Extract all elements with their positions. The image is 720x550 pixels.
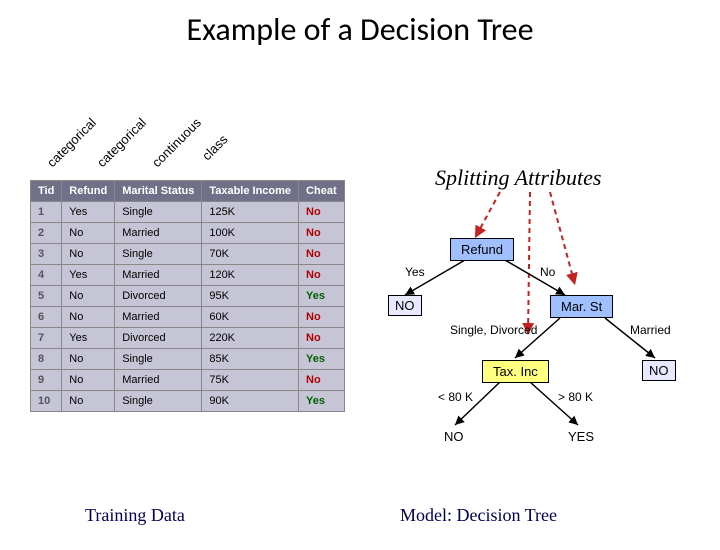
edge-yes: Yes [405,265,425,279]
table-cell: 4 [31,265,62,286]
training-data-table: TidRefundMarital StatusTaxable IncomeChe… [30,180,345,412]
table-cell: No [62,370,115,391]
table-cell: 10 [31,391,62,412]
table-cell: Single [115,391,202,412]
training-data-label: Training Data [85,505,185,526]
edge-no: No [540,265,555,279]
table-header: Refund [62,181,115,202]
leaf-no-2: NO [642,360,676,381]
table-cell: 75K [202,370,299,391]
node-marst: Mar. St [550,295,613,318]
model-label: Model: Decision Tree [400,505,557,526]
edge-married: Married [630,323,671,337]
table-cell: No [62,244,115,265]
table-cell: Married [115,223,202,244]
table-row: 5NoDivorced95KYes [31,286,345,307]
table-cell: 60K [202,307,299,328]
decision-tree: Refund Yes No NO Mar. St Single, Divorce… [310,210,710,500]
diag-label-2: continuous [149,115,204,170]
table-cell: Married [115,307,202,328]
table-cell: 95K [202,286,299,307]
table-cell: Married [115,370,202,391]
table-cell: Single [115,202,202,223]
table-cell: Yes [62,328,115,349]
page-title: Example of a Decision Tree [0,10,720,49]
leaf-no-1: NO [388,295,422,316]
table-row: 6NoMarried60KNo [31,307,345,328]
table-cell: Divorced [115,328,202,349]
edge-lt80: < 80 K [438,390,473,404]
table-cell: 9 [31,370,62,391]
table-cell: Married [115,265,202,286]
table-cell: No [62,223,115,244]
table-cell: Single [115,349,202,370]
table-cell: No [62,349,115,370]
table-cell: 1 [31,202,62,223]
table-cell: 7 [31,328,62,349]
table-cell: 100K [202,223,299,244]
edge-gt80: > 80 K [558,390,593,404]
table-cell: 2 [31,223,62,244]
table-cell: Yes [62,265,115,286]
table-header: Taxable Income [202,181,299,202]
table-cell: 70K [202,244,299,265]
diag-label-1: categorical [94,115,149,170]
leaf-no-3: NO [438,427,470,446]
node-taxinc: Tax. Inc [482,360,549,383]
table-cell: Single [115,244,202,265]
table-cell: 85K [202,349,299,370]
diag-label-0: categorical [44,115,99,170]
table-cell: 90K [202,391,299,412]
table-row: 9NoMarried75KNo [31,370,345,391]
edge-single-divorced: Single, Divorced [450,323,537,337]
table-cell: 120K [202,265,299,286]
table-header: Marital Status [115,181,202,202]
table-row: 10NoSingle90KYes [31,391,345,412]
splitting-attributes-label: Splitting Attributes [435,165,601,191]
column-type-labels: categorical categorical continuous class [40,90,290,180]
table-cell: 8 [31,349,62,370]
diag-label-3: class [199,132,231,164]
node-refund: Refund [450,238,514,261]
table-cell: Divorced [115,286,202,307]
leaf-yes: YES [562,427,600,446]
table-cell: 3 [31,244,62,265]
table-cell: No [62,391,115,412]
table-cell: 125K [202,202,299,223]
table-cell: No [62,286,115,307]
table-cell: No [62,307,115,328]
table-row: 7YesDivorced220KNo [31,328,345,349]
table-row: 2NoMarried100KNo [31,223,345,244]
table-cell: 6 [31,307,62,328]
table-row: 8NoSingle85KYes [31,349,345,370]
table-cell: Yes [62,202,115,223]
table-row: 4YesMarried120KNo [31,265,345,286]
table-row: 3NoSingle70KNo [31,244,345,265]
table-header: Cheat [299,181,345,202]
table-row: 1YesSingle125KNo [31,202,345,223]
table-cell: 220K [202,328,299,349]
table-header: Tid [31,181,62,202]
table-cell: 5 [31,286,62,307]
